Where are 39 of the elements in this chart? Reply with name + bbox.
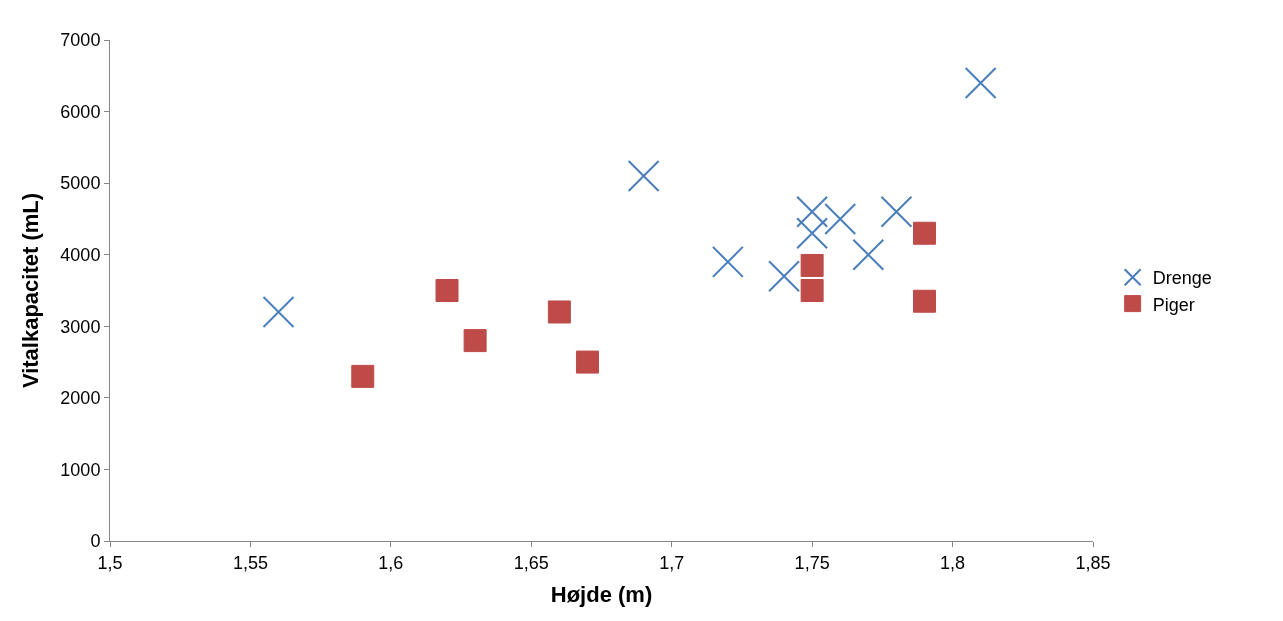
point: [880, 195, 913, 228]
point: [912, 289, 936, 313]
x-tick-label: 1,55: [232, 552, 268, 573]
x-tick-label: 1,65: [513, 552, 549, 573]
legend-label: Piger: [1152, 294, 1195, 315]
point: [796, 217, 829, 250]
point: [912, 221, 936, 245]
point: [711, 245, 744, 278]
y-tick-label: 1000: [60, 459, 101, 480]
point: [824, 202, 857, 235]
y-axis-title: Vitalkapacitet (mL): [18, 192, 44, 389]
y-tick-label: 2000: [60, 388, 101, 409]
point: [800, 279, 824, 302]
x-axis-title: Højde (m): [550, 582, 653, 608]
x-tick-label: 1,7: [659, 552, 685, 573]
x-tick-label: 1,8: [940, 552, 966, 573]
point: [262, 295, 295, 328]
y-tick-label: 6000: [60, 101, 101, 122]
point: [575, 350, 599, 374]
y-tick-label: 4000: [60, 245, 101, 266]
point: [964, 66, 997, 99]
point: [768, 260, 801, 293]
x-tick-label: 1,85: [1075, 552, 1111, 573]
y-tick-label: 3000: [60, 316, 101, 337]
point: [800, 253, 824, 277]
point: [351, 364, 375, 388]
x-tick-label: 1,6: [378, 552, 404, 573]
y-tick-label: 0: [90, 531, 101, 552]
y-tick-label: 7000: [60, 30, 101, 51]
point: [435, 279, 459, 302]
legend-label: Drenge: [1152, 268, 1212, 289]
x-tick-label: 1,75: [794, 552, 830, 573]
point: [463, 329, 487, 353]
x-tick-label: 1,5: [97, 552, 123, 573]
point: [796, 195, 829, 228]
point: [627, 159, 660, 192]
point: [852, 238, 885, 271]
point: [547, 300, 571, 324]
y-tick-label: 5000: [60, 173, 101, 194]
